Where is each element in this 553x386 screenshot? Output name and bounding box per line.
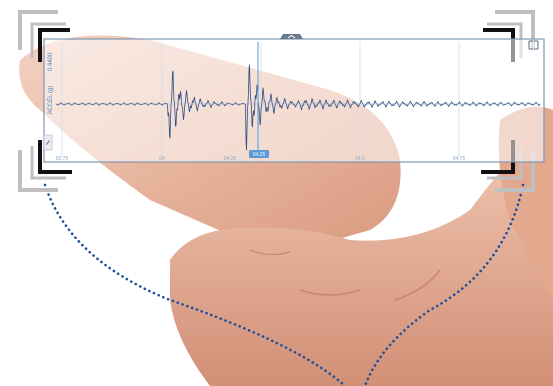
series-line (55, 64, 541, 151)
expand-icon[interactable] (528, 40, 539, 50)
dotted-connector-lines (43, 183, 525, 386)
y-axis-label: ACCEL (g) (48, 86, 54, 115)
cursor-label: 04.25 (253, 152, 266, 158)
chevron-up-icon[interactable] (287, 34, 296, 39)
x-tick-labels: 02.75 04 04.25 04.5 04.75 (56, 156, 466, 162)
x-tick-label: 04.5 (355, 156, 365, 162)
bracket-bottom-left (18, 140, 72, 192)
x-tick-label: 02.75 (56, 156, 69, 162)
x-tick-label: 04 (159, 156, 165, 162)
bracket-top-left (18, 10, 70, 62)
y-top-tick-label: 0.4400 (48, 52, 54, 71)
x-tick-label: 04.75 (453, 156, 466, 162)
side-control-button[interactable] (43, 134, 53, 151)
x-tick-label: 04.25 (224, 156, 237, 162)
cursor-marker-icon[interactable] (249, 150, 269, 158)
collapse-tab[interactable] (280, 34, 303, 39)
chart-panel: 0.4400 ACCEL (g) 04.25 02.75 04 04.25 04… (43, 34, 545, 163)
chart-gridlines (61, 42, 460, 158)
pencil-icon[interactable] (46, 140, 50, 145)
